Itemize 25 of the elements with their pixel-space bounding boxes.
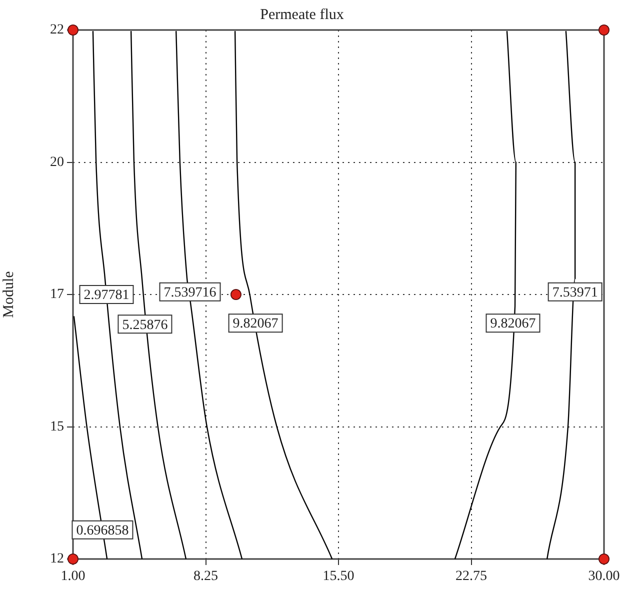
point	[68, 554, 78, 564]
annotation: 7.53971	[552, 286, 598, 301]
x-tick-label: 22.75	[456, 569, 487, 584]
annotation: 0.696858	[76, 524, 129, 539]
y-axis-title: Module	[0, 270, 17, 318]
point	[598, 24, 610, 36]
x-tick-label: 30.00	[588, 569, 620, 584]
chart-title: Permeate flux	[260, 6, 344, 23]
annotation: 5.25876	[122, 318, 168, 333]
y-tick-label: 20	[50, 154, 64, 170]
annotation: 2.97781	[84, 288, 130, 304]
point	[68, 24, 78, 36]
x-tick-label: 15.50	[322, 569, 354, 584]
annotation: 7.539716	[164, 286, 216, 301]
point	[598, 554, 610, 564]
annotation: 9.82067	[490, 316, 536, 332]
x-tick-label: 8.25	[194, 569, 218, 584]
y-tick-label: 12	[50, 552, 64, 567]
y-tick-label: 17	[50, 287, 64, 302]
x-tick-label: 1.00	[60, 569, 86, 584]
y-tick-label: 22	[50, 22, 64, 38]
point	[230, 289, 242, 300]
y-tick-label: 15	[50, 419, 64, 434]
line-series	[234, 30, 333, 560]
annotation: 9.82067	[232, 316, 278, 332]
